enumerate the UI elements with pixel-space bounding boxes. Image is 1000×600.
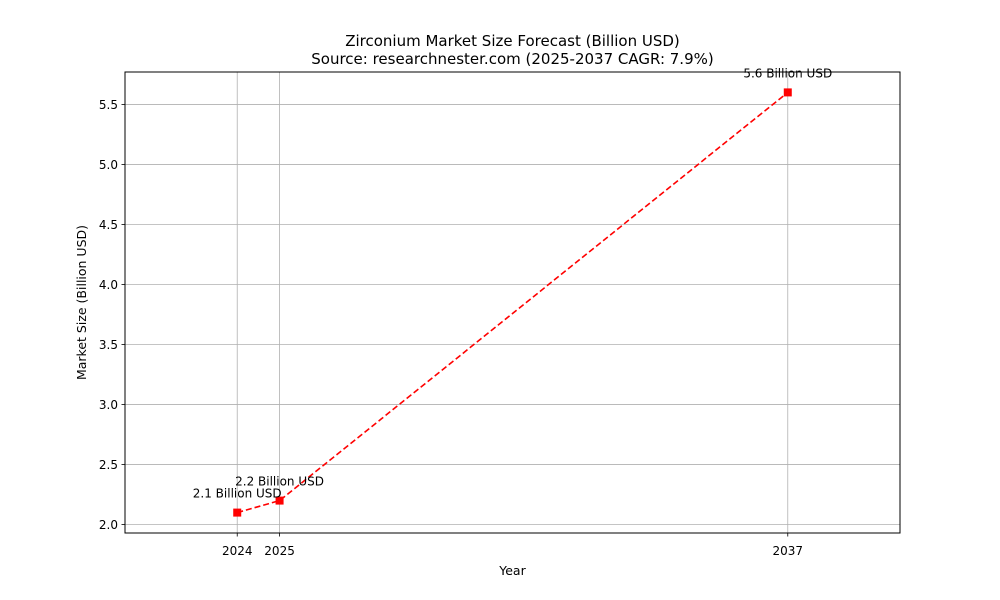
- x-axis-label: Year: [498, 563, 526, 578]
- y-tick-label: 3.5: [99, 338, 118, 352]
- data-label: 2.1 Billion USD: [193, 487, 282, 501]
- y-tick-label: 2.0: [99, 518, 118, 532]
- y-tick-label: 3.0: [99, 398, 118, 412]
- chart-title: Zirconium Market Size Forecast (Billion …: [345, 32, 680, 50]
- grid: [125, 72, 900, 533]
- y-tick-label: 4.5: [99, 218, 118, 232]
- data-point-marker: [275, 496, 284, 505]
- data-point-marker: [783, 88, 792, 97]
- x-tick-label: 2037: [772, 544, 803, 558]
- data-label: 5.6 Billion USD: [743, 66, 832, 80]
- x-tick-label: 2025: [264, 544, 295, 558]
- y-tick-label: 5.5: [99, 98, 118, 112]
- series-line: [237, 91, 789, 514]
- data-label: 2.2 Billion USD: [235, 475, 324, 489]
- series-group: [233, 88, 792, 517]
- y-tick-label: 4.0: [99, 278, 118, 292]
- x-tick-label: 2024: [222, 544, 253, 558]
- chart-subtitle: Source: researchnester.com (2025-2037 CA…: [311, 50, 713, 68]
- y-tick-label: 5.0: [99, 158, 118, 172]
- plot-area-frame: [124, 71, 901, 534]
- y-tick-label: 2.5: [99, 458, 118, 472]
- y-axis-label: Market Size (Billion USD): [74, 225, 89, 380]
- axis-ticks: 2.0 2.5 3.0 3.5 4.0 4.5 5.0 5.5 2024 2025 2037: [99, 98, 803, 558]
- data-point-marker: [233, 508, 242, 517]
